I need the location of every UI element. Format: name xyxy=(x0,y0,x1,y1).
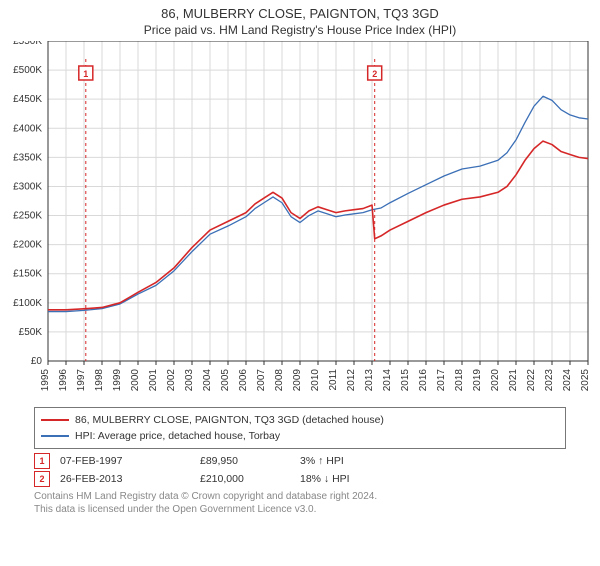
svg-text:2001: 2001 xyxy=(148,369,159,392)
legend-item: HPI: Average price, detached house, Torb… xyxy=(41,428,559,444)
svg-text:2007: 2007 xyxy=(256,369,267,392)
svg-text:2003: 2003 xyxy=(184,369,195,392)
svg-text:£250K: £250K xyxy=(13,211,42,222)
svg-text:2006: 2006 xyxy=(238,369,249,392)
marker-hpi-delta: 3% ↑ HPI xyxy=(300,455,344,467)
svg-text:2019: 2019 xyxy=(472,369,483,392)
svg-text:1995: 1995 xyxy=(40,369,51,392)
svg-text:2017: 2017 xyxy=(436,369,447,392)
svg-text:2015: 2015 xyxy=(400,369,411,392)
svg-text:2023: 2023 xyxy=(544,369,555,392)
svg-text:2025: 2025 xyxy=(580,369,591,392)
legend-label: HPI: Average price, detached house, Torb… xyxy=(75,430,280,442)
svg-text:2021: 2021 xyxy=(508,369,519,392)
marker-detail-row: 1 07-FEB-1997 £89,950 3% ↑ HPI xyxy=(34,453,566,469)
svg-text:2024: 2024 xyxy=(562,369,573,392)
marker-hpi-delta: 18% ↓ HPI xyxy=(300,473,350,485)
svg-text:1: 1 xyxy=(83,69,88,79)
legend-item: 86, MULBERRY CLOSE, PAIGNTON, TQ3 3GD (d… xyxy=(41,412,559,428)
svg-text:£50K: £50K xyxy=(19,327,43,338)
svg-text:£450K: £450K xyxy=(13,94,42,105)
svg-text:2012: 2012 xyxy=(346,369,357,392)
svg-text:£0: £0 xyxy=(31,356,43,367)
svg-text:2004: 2004 xyxy=(202,369,213,392)
svg-text:1999: 1999 xyxy=(112,369,123,392)
svg-text:£300K: £300K xyxy=(13,181,42,192)
svg-text:£100K: £100K xyxy=(13,298,42,309)
svg-text:2020: 2020 xyxy=(490,369,501,392)
marker-price: £89,950 xyxy=(200,455,290,467)
svg-text:1998: 1998 xyxy=(94,369,105,392)
chart-area: £0 £50K £100K £150K £200K £250K £300K £350K £400… xyxy=(0,41,600,401)
svg-text:2011: 2011 xyxy=(328,369,339,391)
svg-text:2: 2 xyxy=(372,69,377,79)
chart-title-sub: Price paid vs. HM Land Registry's House … xyxy=(0,23,600,37)
svg-text:£150K: £150K xyxy=(13,269,42,280)
marker-price: £210,000 xyxy=(200,473,290,485)
svg-text:2009: 2009 xyxy=(292,369,303,392)
svg-text:2018: 2018 xyxy=(454,369,465,392)
svg-text:£200K: £200K xyxy=(13,240,42,251)
svg-text:£400K: £400K xyxy=(13,123,42,134)
legend-swatch xyxy=(41,435,69,437)
svg-text:£550K: £550K xyxy=(13,41,42,47)
svg-text:2014: 2014 xyxy=(382,369,393,392)
svg-text:2005: 2005 xyxy=(220,369,231,392)
svg-text:2010: 2010 xyxy=(310,369,321,392)
legend: 86, MULBERRY CLOSE, PAIGNTON, TQ3 3GD (d… xyxy=(34,407,566,449)
marker-date: 07-FEB-1997 xyxy=(60,455,190,467)
svg-text:£350K: £350K xyxy=(13,152,42,163)
legend-label: 86, MULBERRY CLOSE, PAIGNTON, TQ3 3GD (d… xyxy=(75,414,384,426)
svg-text:£500K: £500K xyxy=(13,65,42,76)
svg-text:2013: 2013 xyxy=(364,369,375,392)
svg-text:2008: 2008 xyxy=(274,369,285,392)
legend-swatch xyxy=(41,419,69,421)
line-chart-svg: £0 £50K £100K £150K £200K £250K £300K £350K £400… xyxy=(0,41,600,401)
marker-date: 26-FEB-2013 xyxy=(60,473,190,485)
marker-badge-2: 2 xyxy=(34,471,50,487)
svg-text:1996: 1996 xyxy=(58,369,69,392)
svg-text:2022: 2022 xyxy=(526,369,537,392)
svg-text:2002: 2002 xyxy=(166,369,177,392)
svg-text:2016: 2016 xyxy=(418,369,429,392)
chart-title-address: 86, MULBERRY CLOSE, PAIGNTON, TQ3 3GD xyxy=(0,6,600,21)
attribution-footer: Contains HM Land Registry data © Crown c… xyxy=(34,491,566,516)
svg-text:1997: 1997 xyxy=(76,369,87,392)
svg-text:2000: 2000 xyxy=(130,369,141,392)
marker-detail-row: 2 26-FEB-2013 £210,000 18% ↓ HPI xyxy=(34,471,566,487)
footer-line: Contains HM Land Registry data © Crown c… xyxy=(34,491,566,504)
footer-line: This data is licensed under the Open Gov… xyxy=(34,504,566,517)
marker-badge-1: 1 xyxy=(34,453,50,469)
